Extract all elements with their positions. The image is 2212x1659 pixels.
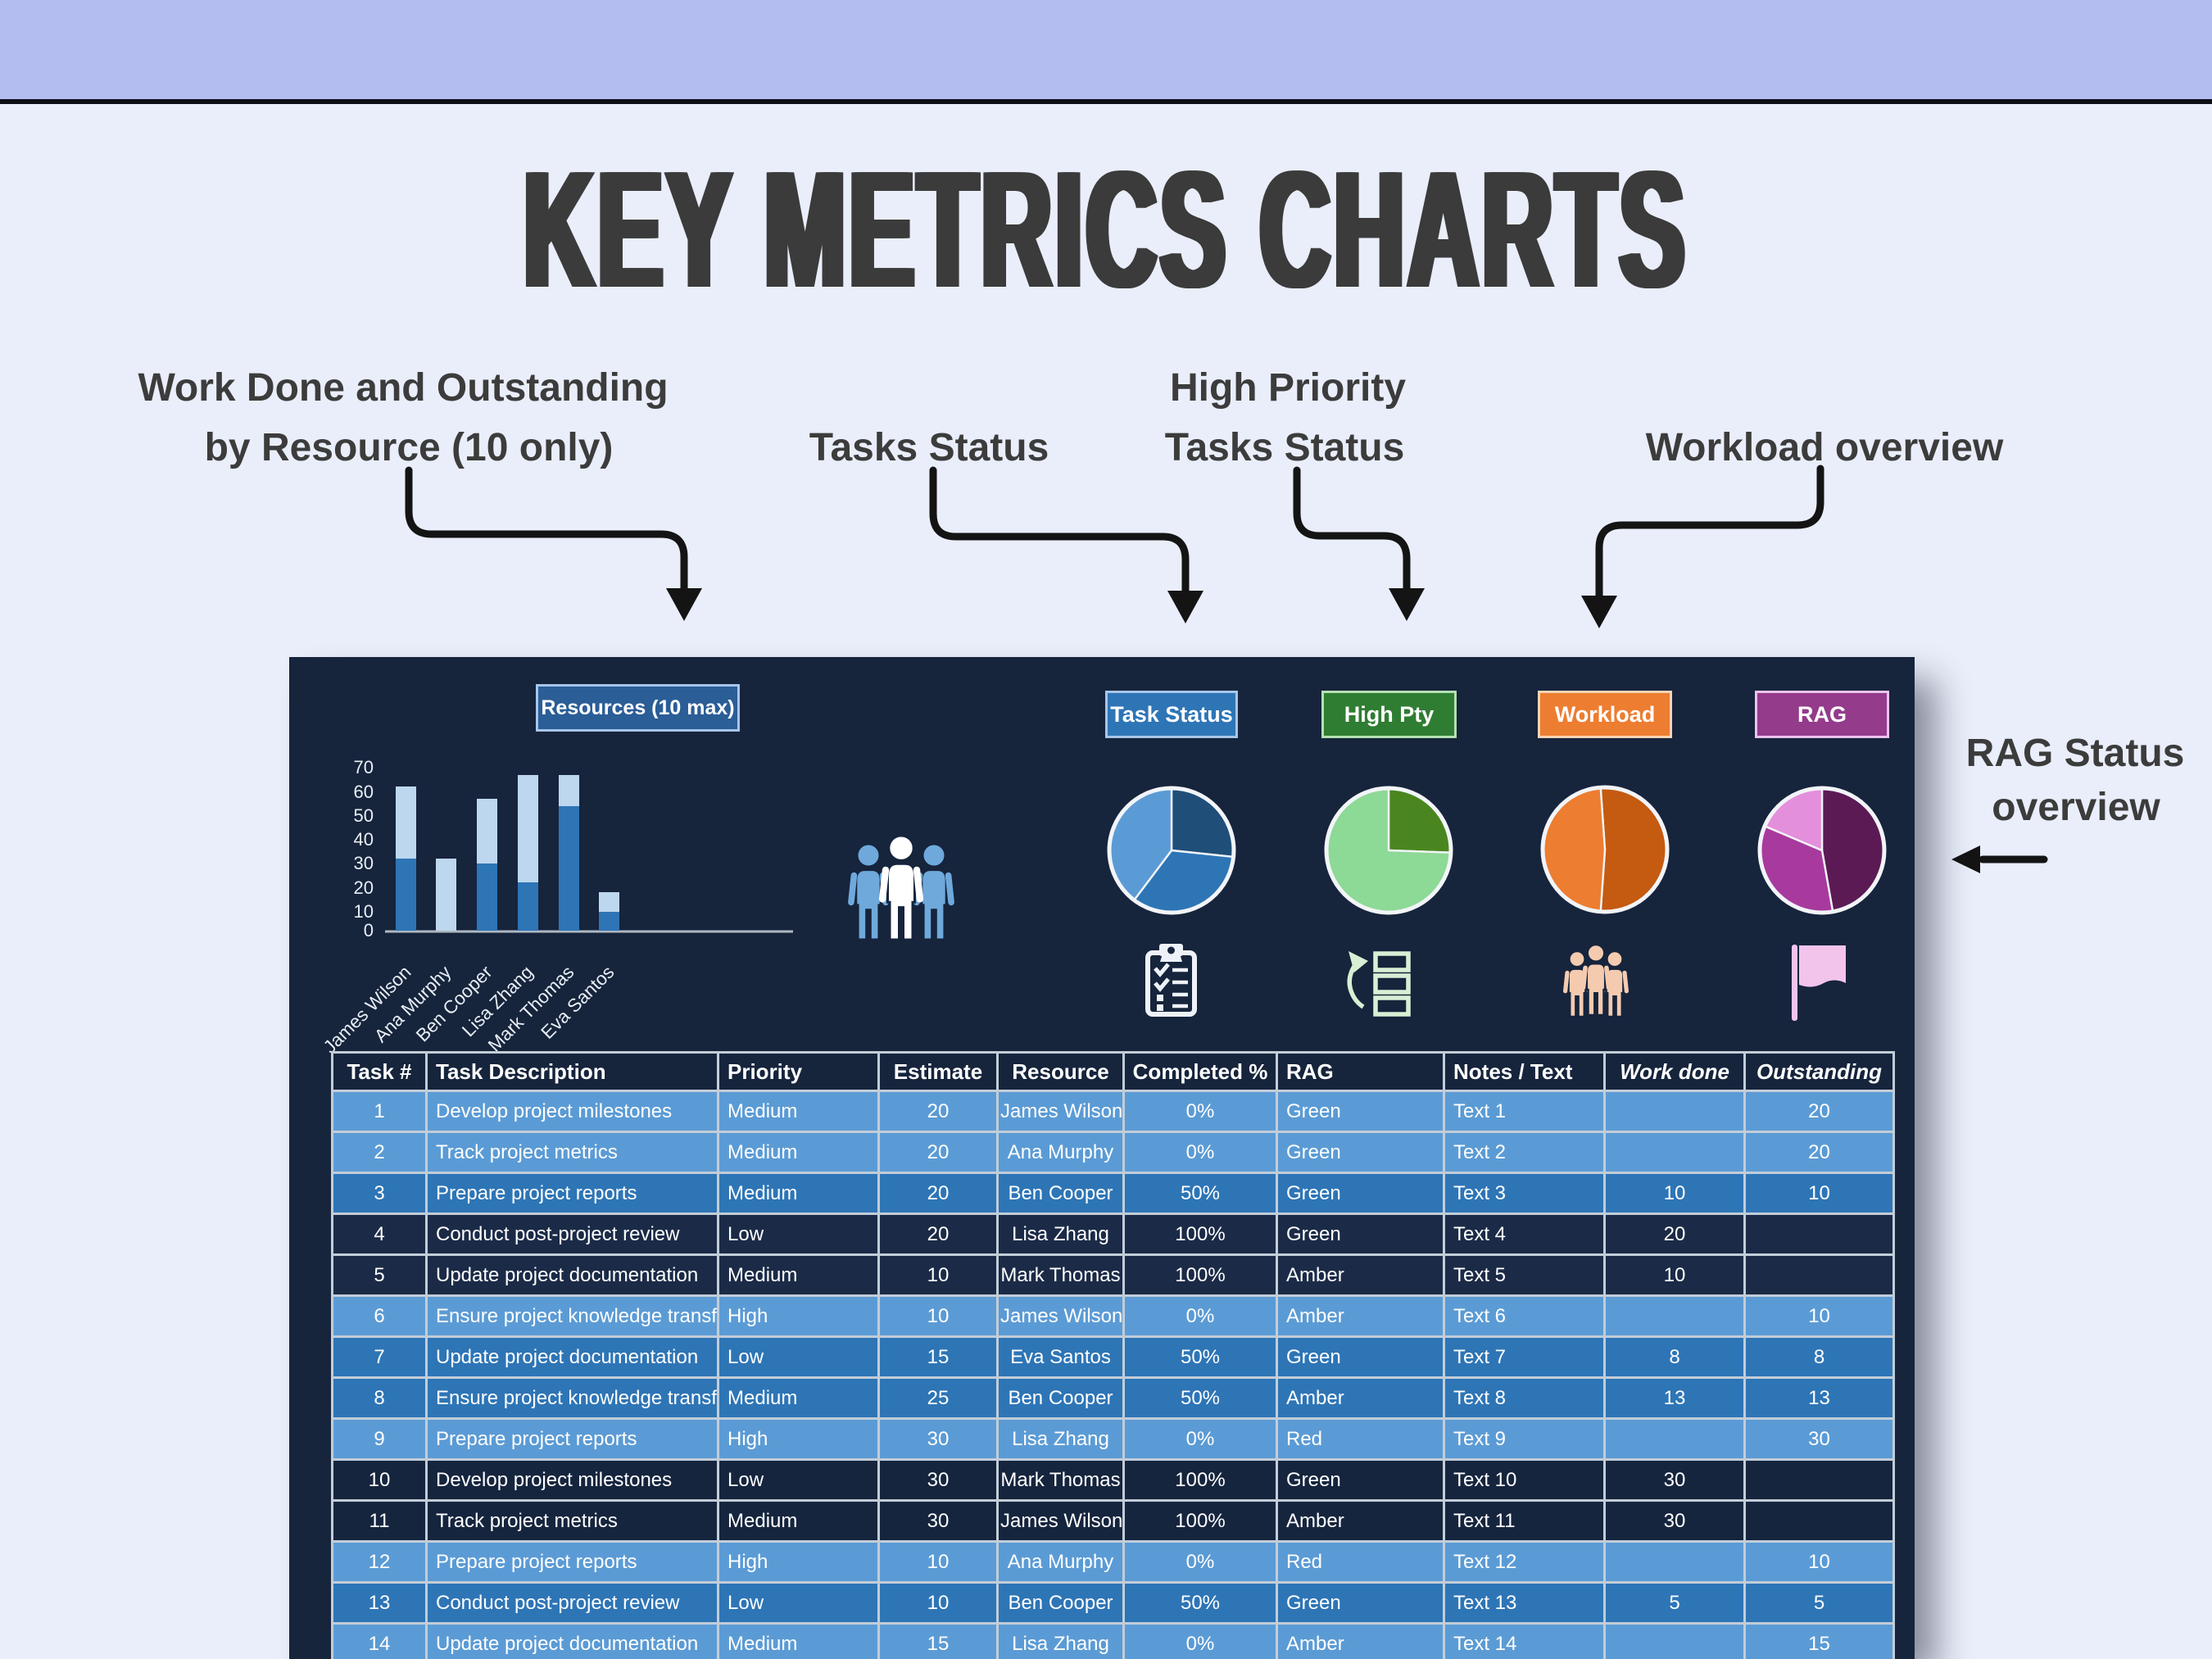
svg-text:20: 20 (354, 877, 374, 898)
svg-text:70: 70 (354, 757, 374, 777)
svg-text:10: 10 (354, 901, 374, 922)
svg-text:50: 50 (354, 805, 374, 826)
svg-text:60: 60 (354, 782, 374, 802)
svg-text:30: 30 (354, 853, 374, 873)
svg-text:40: 40 (354, 829, 374, 850)
svg-text:0: 0 (364, 920, 374, 941)
